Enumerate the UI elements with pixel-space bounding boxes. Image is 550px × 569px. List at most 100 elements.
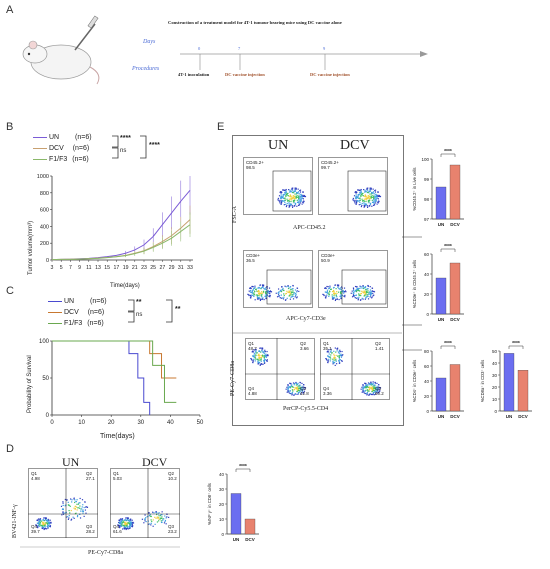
day-tick-7: 7 <box>238 46 241 51</box>
flow-dot <box>119 524 122 527</box>
flow-dot <box>297 392 300 394</box>
flow-dot <box>278 292 280 294</box>
flow-dot <box>339 354 341 356</box>
flow-dot <box>297 388 299 390</box>
flow-dot <box>379 195 381 197</box>
flow-dot <box>367 205 369 207</box>
flow-dot <box>357 299 359 301</box>
flow-dot <box>292 199 295 202</box>
flow-dot <box>360 195 362 197</box>
flow-dot <box>378 387 380 389</box>
flow-dot <box>298 290 300 293</box>
flow-dot <box>366 196 368 198</box>
flow-dot <box>298 202 300 205</box>
flow-dot <box>375 195 378 197</box>
flow-dot <box>327 360 329 362</box>
flow-dot <box>49 525 52 527</box>
flow-dot <box>127 517 129 520</box>
flow-dot <box>280 297 282 299</box>
flow-dot <box>43 519 45 521</box>
flow-dot <box>45 519 48 522</box>
flow-dot <box>154 516 156 518</box>
sig-stars: **** <box>444 341 452 347</box>
flow-dot <box>298 193 300 195</box>
flow-dot <box>278 195 281 197</box>
flow-dot <box>280 290 282 292</box>
flow-dot <box>367 290 369 292</box>
flow-dot <box>264 295 266 297</box>
flow-dot <box>297 194 299 197</box>
flow-dot <box>370 295 372 297</box>
flow-dot <box>296 389 299 391</box>
flow-dot <box>252 360 254 362</box>
flow-dot <box>285 203 287 205</box>
bar-label-DCV: DCV <box>245 537 255 542</box>
flow-dot <box>85 506 87 508</box>
xtick-label-b: 7 <box>69 265 72 271</box>
flow-dot <box>165 517 167 519</box>
flow-dot <box>373 384 375 386</box>
flow-dot <box>289 289 292 291</box>
flow-dot <box>370 292 373 295</box>
flow-dot <box>368 390 370 392</box>
sig-b-un-f1: **** <box>149 142 160 149</box>
flow-dot <box>66 499 68 501</box>
flow-dot <box>286 194 288 196</box>
flow-dot <box>252 286 254 288</box>
flow-dot <box>67 504 69 506</box>
flow-dot <box>150 522 152 524</box>
flow-dot <box>360 193 362 196</box>
flow-dot <box>300 199 303 201</box>
flow-dot <box>352 294 355 296</box>
flow-dot <box>360 287 362 289</box>
xtick-label-b: 27 <box>160 265 166 271</box>
flow-dot <box>338 355 340 358</box>
flow-dot <box>47 527 49 529</box>
flow-dot <box>374 191 377 193</box>
flow-dot <box>371 196 374 198</box>
flow-dot <box>358 296 360 298</box>
flow-dot <box>251 359 253 361</box>
flow-dot <box>285 286 287 288</box>
xlabel-c: Time(days) <box>100 433 135 440</box>
flow-dot <box>366 386 368 388</box>
flow-dot <box>301 201 304 203</box>
flow-dot <box>265 296 267 298</box>
flow-dot <box>43 520 46 522</box>
panel-label-b: B <box>6 121 14 133</box>
flow-dot <box>379 195 382 198</box>
flow-dot <box>44 528 46 530</box>
flow-dot <box>358 194 360 196</box>
flow-dot <box>258 290 260 293</box>
flow-dot <box>294 203 297 205</box>
flow-dot <box>365 294 367 296</box>
flow-dot <box>335 351 337 353</box>
flow-dot <box>269 295 271 297</box>
d-un-q3: Q3 28.2 <box>86 524 95 534</box>
flow-dot <box>42 527 44 530</box>
flow-dot <box>279 290 282 292</box>
flow-dot <box>120 518 122 520</box>
flow-dot <box>376 197 378 199</box>
flow-dot <box>265 291 267 294</box>
flow-dot <box>370 196 372 198</box>
flow-dot <box>296 291 298 293</box>
flow-dot <box>158 512 160 514</box>
flow-dot <box>151 520 153 523</box>
flow-dot <box>294 188 296 190</box>
flow-dot <box>132 522 135 524</box>
flow-dot <box>369 393 371 395</box>
flow-dot <box>86 506 88 508</box>
flow-dot <box>286 290 288 292</box>
flow-dot <box>340 356 343 358</box>
flow-dot <box>289 382 291 384</box>
flow-dot <box>366 198 369 200</box>
flow-dot <box>363 199 365 202</box>
flow-dot <box>258 361 260 364</box>
flow-dot <box>343 292 345 294</box>
flow-dot <box>119 527 121 529</box>
flow-dot <box>294 197 297 199</box>
d-un-q2: Q2 27.1 <box>86 471 95 481</box>
flow-dot <box>344 296 346 298</box>
flow-dot <box>288 390 290 392</box>
